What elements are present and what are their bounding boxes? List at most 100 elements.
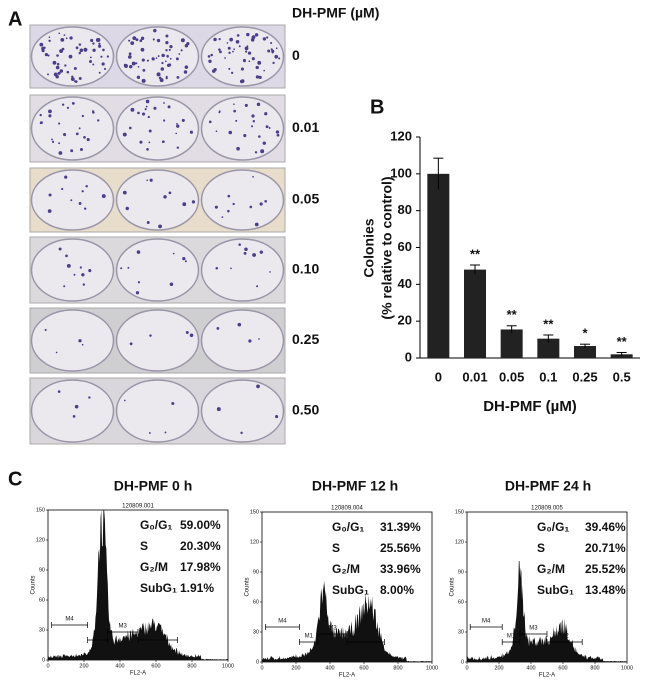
colony [269, 271, 271, 273]
colony [215, 266, 219, 270]
colony [165, 34, 169, 38]
colony [180, 49, 183, 52]
colony [182, 202, 187, 207]
colony [216, 407, 221, 412]
colony [83, 47, 88, 52]
plates-title: DH-PMF (µM) [292, 5, 379, 21]
stat-label: SubG₁ [537, 583, 574, 597]
colony [175, 57, 179, 61]
colony [66, 70, 70, 74]
flow-title: DH-PMF 12 h [312, 478, 398, 494]
colony [55, 351, 58, 354]
colony [148, 129, 152, 133]
y-axis-label: Counts [31, 575, 37, 594]
colony [39, 42, 44, 47]
colony [101, 194, 106, 199]
colony [106, 55, 110, 58]
colony [233, 103, 235, 105]
colony [137, 65, 140, 68]
colony [141, 112, 146, 116]
x-tick-label: 400 [115, 663, 124, 669]
colony [141, 78, 146, 83]
colony [75, 132, 79, 136]
colony [69, 36, 73, 40]
colony [44, 52, 49, 57]
colony [149, 178, 153, 182]
colony [78, 43, 82, 46]
colony [79, 266, 82, 269]
colony [160, 67, 165, 71]
colony [48, 193, 52, 197]
stat-value: 25.56% [380, 541, 421, 555]
colony [236, 34, 240, 37]
colony [98, 42, 101, 45]
colony [183, 70, 188, 74]
colony [90, 38, 94, 43]
colony [135, 38, 139, 42]
significance: ** [507, 307, 518, 322]
plate [115, 96, 200, 161]
gate-label: M2 [154, 632, 163, 638]
gate-marker [299, 639, 319, 645]
plate [30, 238, 115, 302]
colony [83, 136, 86, 139]
gate-marker [317, 631, 348, 637]
file-name: 120809.004 [331, 506, 363, 512]
concentration-label: 0 [292, 47, 300, 63]
colony [255, 65, 259, 70]
gate-marker [137, 637, 178, 643]
colony [66, 263, 71, 268]
colony [163, 195, 167, 199]
colony [163, 119, 166, 122]
gate-marker [265, 624, 300, 630]
colony [270, 42, 273, 45]
colony [130, 107, 135, 112]
significance: * [582, 326, 588, 341]
gate-label: M1 [93, 632, 102, 638]
x-tick-label: 600 [359, 665, 368, 671]
stat-label: S [140, 539, 148, 553]
colony [43, 46, 46, 49]
colony [233, 48, 236, 51]
colony [78, 127, 81, 130]
colony [255, 75, 260, 79]
stat-value: 1.91% [180, 581, 214, 595]
gate-label: M1 [507, 634, 516, 640]
colony [146, 221, 150, 225]
gate-label: M4 [482, 619, 491, 625]
colony [58, 122, 61, 125]
colony [227, 194, 231, 198]
colony [145, 99, 150, 104]
gate-label: M3 [119, 624, 128, 630]
colony [147, 115, 150, 119]
gate-label: M1 [305, 634, 314, 640]
plate [115, 238, 200, 302]
colony [142, 68, 146, 72]
colony [165, 76, 168, 80]
concentration-label: 0.05 [292, 191, 319, 207]
colony [155, 57, 158, 59]
x-tick-label: 800 [187, 663, 196, 669]
colony [245, 50, 248, 53]
colony [130, 41, 135, 45]
colony [58, 151, 63, 155]
colony [63, 34, 66, 36]
colony [267, 49, 271, 53]
colony [250, 38, 255, 42]
colony [85, 184, 88, 188]
colony [168, 63, 172, 67]
y-tick-label: 100 [390, 165, 412, 180]
colony [226, 42, 229, 44]
plate [200, 169, 285, 231]
y-tick-label: 150 [36, 507, 45, 513]
gate-marker [107, 629, 139, 635]
colony [251, 114, 255, 118]
stat-value: 39.46% [585, 520, 626, 534]
colony [228, 67, 231, 70]
colony [251, 35, 256, 39]
colony [263, 37, 266, 40]
colony [127, 266, 130, 269]
colony [274, 54, 279, 59]
stat-label: SubG₁ [332, 583, 369, 597]
colony [184, 44, 189, 48]
